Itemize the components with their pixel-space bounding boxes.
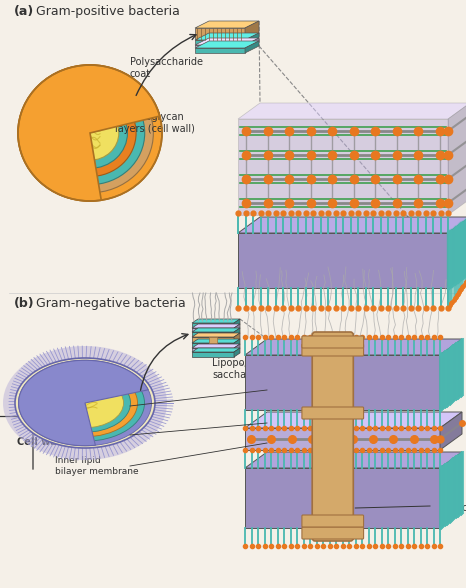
Polygon shape xyxy=(192,323,234,328)
Polygon shape xyxy=(234,339,240,348)
Polygon shape xyxy=(238,217,466,233)
Polygon shape xyxy=(192,333,240,337)
Polygon shape xyxy=(192,344,240,348)
Ellipse shape xyxy=(15,358,155,448)
Polygon shape xyxy=(440,412,462,450)
Polygon shape xyxy=(245,41,259,53)
Ellipse shape xyxy=(19,360,151,446)
Ellipse shape xyxy=(47,378,123,427)
Polygon shape xyxy=(192,324,240,328)
Polygon shape xyxy=(192,352,234,357)
Polygon shape xyxy=(192,339,240,343)
Polygon shape xyxy=(448,103,466,215)
Ellipse shape xyxy=(61,106,119,160)
Ellipse shape xyxy=(33,369,137,437)
Ellipse shape xyxy=(44,89,136,176)
Polygon shape xyxy=(195,40,245,45)
Polygon shape xyxy=(195,45,245,48)
Polygon shape xyxy=(18,65,160,201)
Polygon shape xyxy=(448,217,466,288)
FancyBboxPatch shape xyxy=(302,527,363,539)
Polygon shape xyxy=(245,21,259,40)
Polygon shape xyxy=(234,333,240,343)
Polygon shape xyxy=(19,360,148,446)
Text: (a): (a) xyxy=(14,5,34,18)
Polygon shape xyxy=(238,233,448,288)
Polygon shape xyxy=(192,348,234,352)
FancyBboxPatch shape xyxy=(302,515,363,527)
Polygon shape xyxy=(245,33,259,45)
Polygon shape xyxy=(192,332,234,337)
Polygon shape xyxy=(192,328,240,332)
Polygon shape xyxy=(245,339,462,355)
Text: Polysaccharide
coat: Polysaccharide coat xyxy=(130,57,203,79)
Polygon shape xyxy=(245,452,462,468)
Text: Peptidoglycan: Peptidoglycan xyxy=(55,430,119,439)
Polygon shape xyxy=(192,348,240,352)
Polygon shape xyxy=(234,319,240,328)
Polygon shape xyxy=(192,328,234,332)
Text: Gram-negative bacteria: Gram-negative bacteria xyxy=(36,297,186,310)
Polygon shape xyxy=(245,38,259,48)
Polygon shape xyxy=(195,21,259,28)
Polygon shape xyxy=(234,344,240,352)
Polygon shape xyxy=(245,412,462,428)
Text: (b): (b) xyxy=(14,297,34,310)
Text: Inner lipid
bilayer membrane: Inner lipid bilayer membrane xyxy=(55,456,138,476)
Polygon shape xyxy=(238,103,466,119)
Polygon shape xyxy=(245,355,440,410)
Text: Outer lipid
bilayer membrane: Outer lipid bilayer membrane xyxy=(55,396,138,416)
Polygon shape xyxy=(238,119,448,215)
Polygon shape xyxy=(195,33,259,40)
FancyBboxPatch shape xyxy=(302,407,363,419)
Polygon shape xyxy=(195,48,245,53)
Ellipse shape xyxy=(18,65,162,201)
Ellipse shape xyxy=(27,73,153,193)
FancyBboxPatch shape xyxy=(302,344,363,356)
Text: Lipopoly-
saccharide: Lipopoly- saccharide xyxy=(212,358,265,380)
Polygon shape xyxy=(192,343,234,348)
Ellipse shape xyxy=(3,346,167,460)
Polygon shape xyxy=(195,41,259,48)
Polygon shape xyxy=(192,319,240,323)
Text: Peptidoglycan
layers (cell wall): Peptidoglycan layers (cell wall) xyxy=(115,112,195,134)
Polygon shape xyxy=(195,28,245,40)
Polygon shape xyxy=(195,38,259,45)
Polygon shape xyxy=(234,348,240,357)
Polygon shape xyxy=(234,324,240,332)
Ellipse shape xyxy=(40,374,130,432)
Text: Lipoprotein: Lipoprotein xyxy=(432,503,466,513)
Polygon shape xyxy=(245,468,440,528)
Text: Gram-positive bacteria: Gram-positive bacteria xyxy=(36,5,180,18)
Polygon shape xyxy=(234,328,240,337)
Text: Cell wall: Cell wall xyxy=(17,437,64,447)
Ellipse shape xyxy=(35,81,145,185)
Ellipse shape xyxy=(53,98,127,168)
FancyBboxPatch shape xyxy=(302,336,363,348)
Ellipse shape xyxy=(26,365,144,441)
Polygon shape xyxy=(440,452,462,528)
Polygon shape xyxy=(192,337,234,343)
Polygon shape xyxy=(209,337,217,343)
Polygon shape xyxy=(245,428,440,450)
Polygon shape xyxy=(440,339,462,410)
FancyBboxPatch shape xyxy=(312,332,353,541)
